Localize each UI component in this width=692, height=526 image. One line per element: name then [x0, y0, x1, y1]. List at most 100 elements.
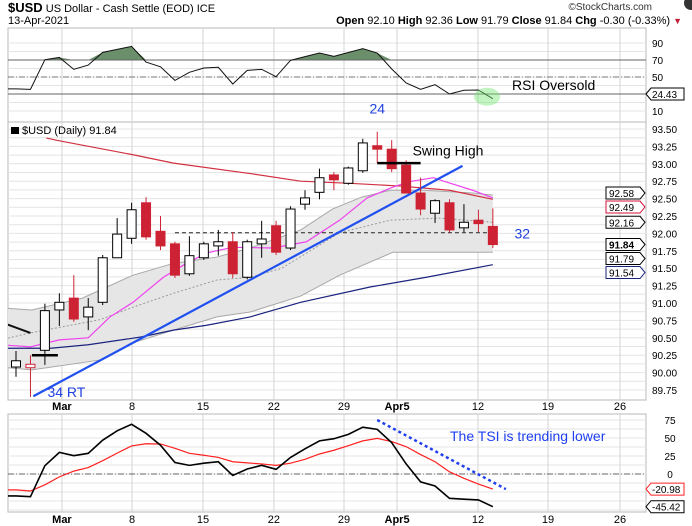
candle[interactable]	[401, 160, 412, 194]
value-tag-text: -20.98	[652, 485, 681, 496]
date-tick-label: 15	[197, 514, 209, 526]
price-axis-label: 91.50	[652, 264, 677, 275]
annotation-diagonal-line	[8, 323, 31, 334]
tsi-pane[interactable]	[7, 413, 647, 513]
candle[interactable]	[141, 197, 152, 240]
candle[interactable]	[300, 190, 310, 210]
date-tick-label: Apr5	[385, 514, 410, 526]
symbol: $USD	[8, 0, 43, 15]
candle-body	[256, 238, 267, 245]
candle[interactable]	[458, 204, 469, 233]
tsi-signal-line	[8, 437, 494, 492]
date-tick-label: 12	[472, 514, 484, 526]
price-axis-label: 93.25	[652, 142, 677, 153]
value-tag-text: 92.58	[609, 189, 634, 200]
candle[interactable]	[357, 138, 368, 173]
value-tag-box	[605, 266, 646, 280]
rsi-axis-label: 90	[652, 39, 664, 50]
tsi-value-tag: -20.98	[645, 482, 685, 496]
candle[interactable]	[430, 199, 441, 223]
candle-body	[184, 255, 195, 275]
candle-body	[39, 310, 50, 351]
candle[interactable]	[473, 209, 484, 233]
tsi-line	[8, 423, 494, 508]
candle[interactable]	[68, 275, 79, 322]
candle[interactable]	[328, 172, 339, 191]
date-tick-label: 29	[338, 514, 350, 526]
tsi-axis-label: 75	[664, 416, 676, 427]
candle[interactable]	[444, 199, 455, 233]
candle[interactable]	[285, 206, 296, 251]
price-axis-label: 91.75	[652, 247, 677, 258]
price-axis-label: 93.00	[652, 160, 677, 171]
candle-body	[112, 233, 123, 259]
candle-body	[155, 230, 166, 247]
candle[interactable]	[386, 140, 397, 173]
candle-body	[242, 241, 253, 278]
chg-label: Chg	[575, 15, 597, 27]
close-value: 91.84	[544, 15, 573, 27]
price-axis-label: 90.00	[652, 369, 677, 380]
candle-body	[415, 192, 426, 210]
value-tag-box	[605, 200, 646, 214]
value-tag-box	[645, 500, 685, 514]
corner-icon[interactable]	[684, 0, 692, 10]
price-axis-label: 89.75	[652, 386, 677, 397]
legend-candle-icon	[11, 127, 19, 134]
candle[interactable]	[11, 351, 21, 377]
candle[interactable]	[256, 220, 267, 258]
candle[interactable]	[184, 236, 195, 276]
candle[interactable]	[415, 177, 426, 216]
candle[interactable]	[169, 241, 180, 278]
cycle-label-24: 24	[369, 101, 385, 117]
rsi-line	[8, 45, 494, 100]
candle[interactable]	[112, 218, 123, 259]
rsi-plot	[8, 45, 646, 106]
date-tick-label: 22	[268, 514, 280, 526]
rsi-axis-label: 50	[652, 73, 664, 84]
tsi-axis-label: 25	[664, 452, 676, 463]
candle[interactable]	[271, 220, 282, 255]
price-value-tag: 92.49	[605, 200, 646, 214]
candle-body	[213, 241, 224, 247]
candle[interactable]	[155, 216, 166, 251]
candle[interactable]	[25, 355, 36, 397]
candle-body	[487, 225, 498, 246]
cycle-label-32: 32	[515, 225, 531, 241]
candle[interactable]	[83, 298, 94, 331]
candle[interactable]	[97, 254, 108, 306]
price-axis-label: 90.25	[652, 351, 677, 362]
value-tag-text: 91.84	[609, 241, 634, 252]
open-value: 92.10	[367, 15, 395, 27]
value-tag-text: 92.49	[609, 203, 634, 214]
candle[interactable]	[198, 241, 209, 260]
candle-body	[271, 225, 282, 253]
candle[interactable]	[54, 293, 65, 326]
candle[interactable]	[343, 166, 354, 185]
low-label: Low	[455, 15, 478, 27]
candle[interactable]	[314, 168, 325, 200]
date-tick-label: 26	[614, 401, 626, 413]
candle[interactable]	[487, 208, 498, 249]
rsi-pane[interactable]	[7, 27, 647, 123]
cycle-label-34rt: 34 RT	[47, 384, 85, 400]
candle-body	[68, 297, 79, 320]
date-tick-label: Mar	[52, 401, 72, 413]
candle[interactable]	[242, 239, 253, 280]
candle[interactable]	[372, 131, 383, 164]
value-tag-text: -45.42	[652, 503, 681, 514]
price-value-tag: 91.54	[605, 266, 646, 280]
date-tick-label: 12	[472, 401, 484, 413]
uptrend-line	[32, 164, 464, 398]
value-tag-box	[605, 252, 646, 266]
candle[interactable]	[227, 232, 238, 278]
candle-body	[473, 219, 484, 225]
candle-body	[458, 221, 469, 229]
brand-link[interactable]: ©StockCharts.com	[568, 2, 652, 13]
high-value: 92.36	[425, 15, 453, 27]
candle[interactable]	[213, 229, 224, 256]
price-axis-label: 92.75	[652, 177, 677, 188]
candle-body	[169, 243, 180, 276]
candle[interactable]	[126, 202, 137, 244]
